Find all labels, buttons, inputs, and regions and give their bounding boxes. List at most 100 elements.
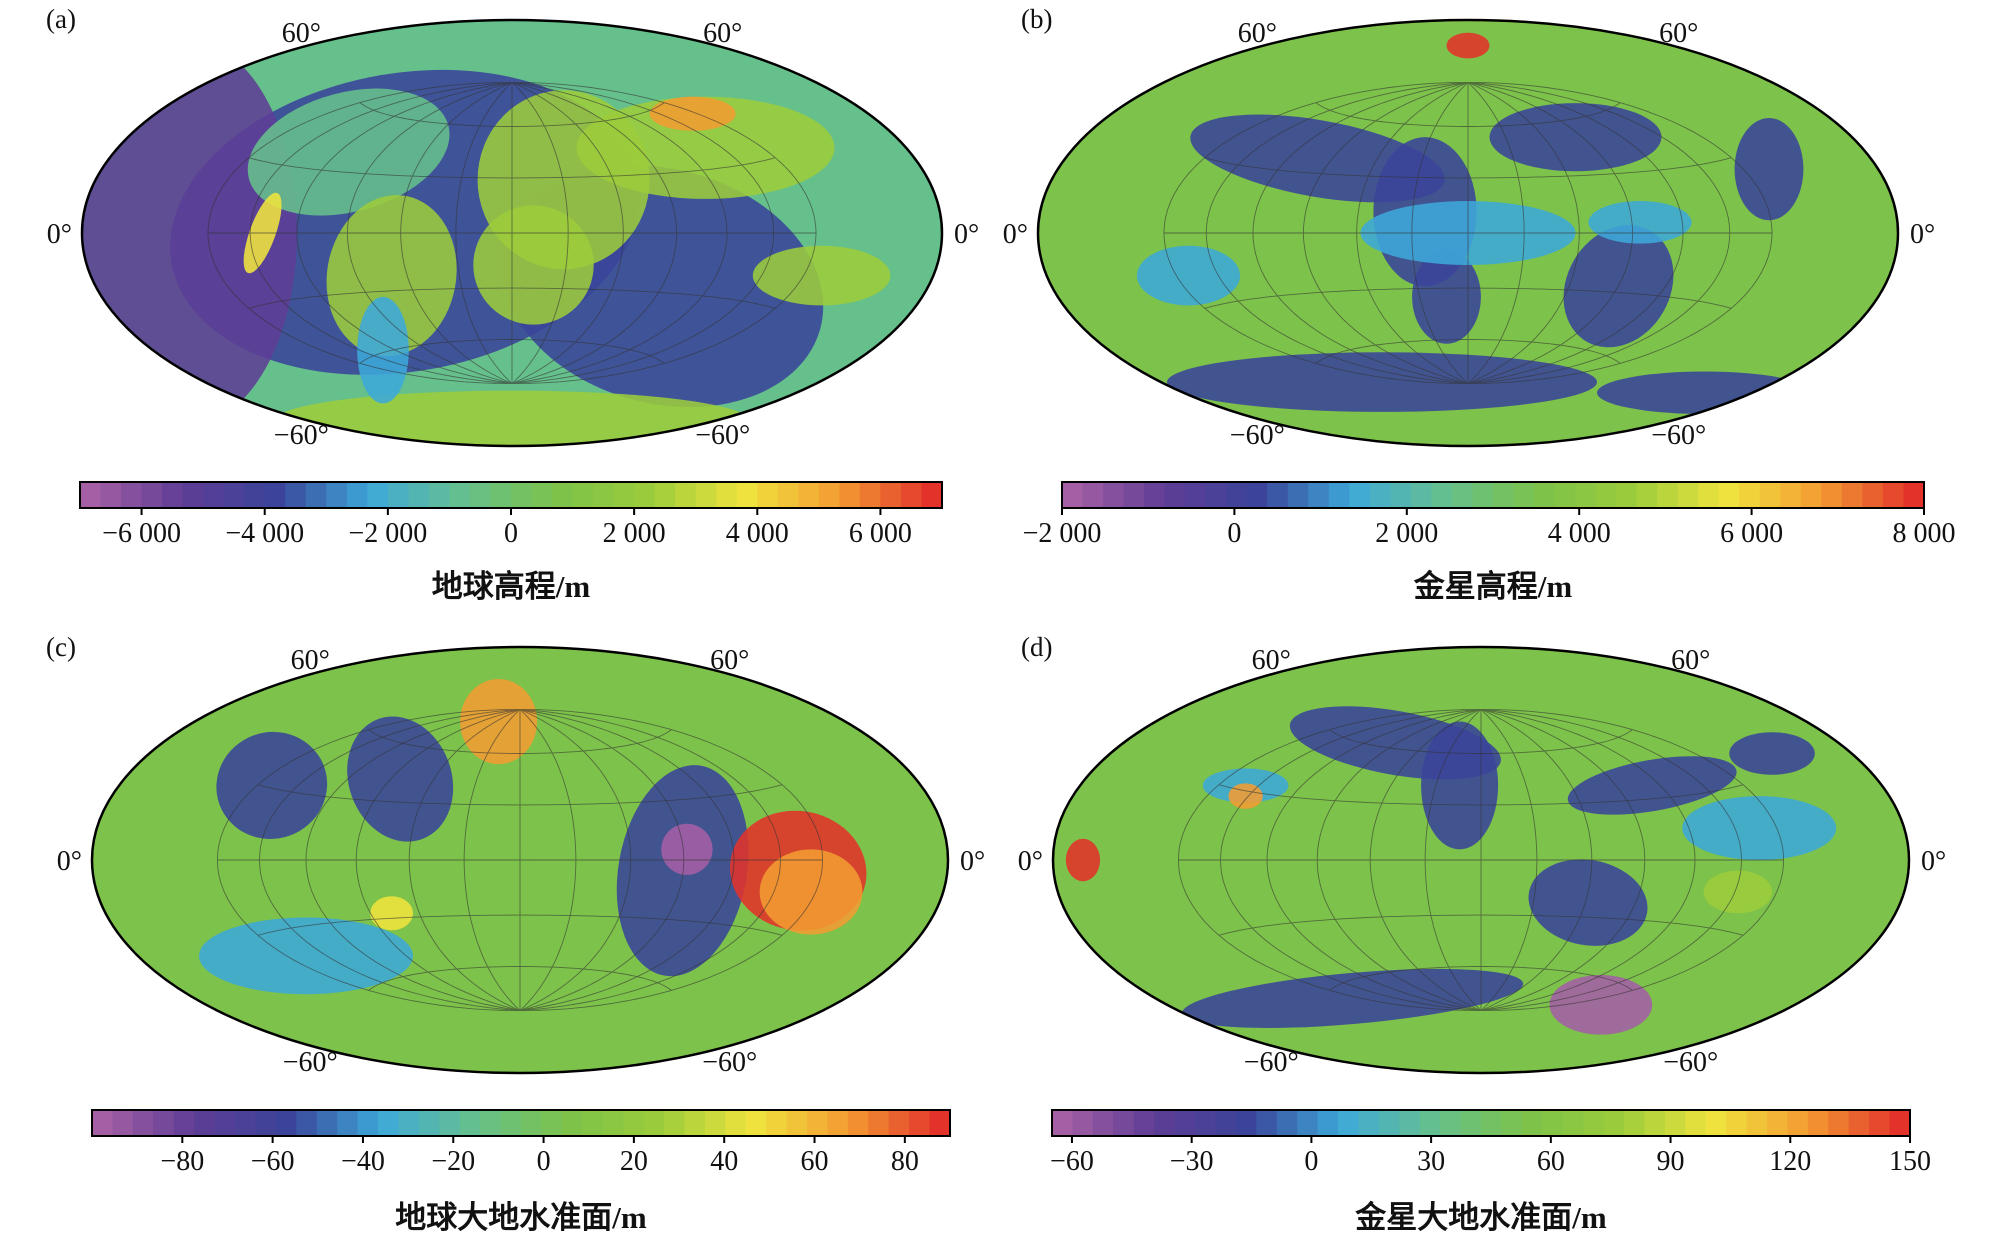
lat-label-60s-left: −60° <box>1230 420 1285 451</box>
colorbar-swatch <box>1103 482 1125 508</box>
colorbar-swatch <box>1841 482 1864 508</box>
colorbar-swatch <box>1113 1110 1135 1136</box>
colorbar-swatch <box>593 482 615 508</box>
colorbar-swatch <box>1276 1110 1298 1136</box>
colorbar-swatch <box>1144 482 1166 508</box>
colorbar-swatch <box>1123 482 1145 508</box>
colorbar-swatch <box>1399 1110 1421 1136</box>
colorbar-swatch <box>305 482 327 508</box>
lat-label-0-right: 0° <box>954 219 979 250</box>
colorbar-swatch <box>1644 1110 1666 1136</box>
colorbar-tick-label: 0 <box>537 1146 551 1177</box>
parallel <box>257 784 783 806</box>
colorbar-swatch <box>203 482 225 508</box>
colorbar-tick-label: −20 <box>431 1146 475 1177</box>
parallel <box>257 914 783 936</box>
colorbar-swatch <box>316 1110 338 1136</box>
parallel <box>1218 784 1744 806</box>
colorbar-swatch <box>1807 1110 1829 1136</box>
panel-a: (a) 60° 60° 0° 0° −60° −60° −6 000 −4 000 −2 000 0… <box>46 4 979 604</box>
map-region <box>661 823 713 875</box>
colorbar-swatch <box>839 482 861 508</box>
colorbar-swatch <box>100 482 122 508</box>
map-region <box>759 849 863 935</box>
colorbar-swatch <box>1062 482 1084 508</box>
colorbar-swatch <box>582 1110 604 1136</box>
colorbar-title: 金星高程/m <box>1413 569 1573 604</box>
colorbar-swatch <box>141 482 163 508</box>
colorbar-tick-label: 20 <box>620 1146 648 1177</box>
lat-label-60n-right: 60° <box>703 18 742 49</box>
colorbar-swatch <box>521 1110 543 1136</box>
colorbar-tick-label: 2 000 <box>1375 518 1438 549</box>
panel-b: (b) 60° 60° 0° 0° −60° −60° −2 000 0 2 000 4 000 6 … <box>1003 4 1956 604</box>
colorbar-swatch <box>1390 482 1412 508</box>
colorbar-swatch <box>346 482 368 508</box>
lat-label-60s-left: −60° <box>283 1047 338 1078</box>
colorbar-swatch <box>695 482 717 508</box>
panel-label: (a) <box>46 4 76 34</box>
colorbar-swatch <box>439 1110 461 1136</box>
colorbar-swatch <box>214 1110 236 1136</box>
colorbar-swatch <box>1174 1110 1196 1136</box>
colorbar-swatch <box>1451 482 1474 508</box>
colorbar-swatch <box>1419 1110 1441 1136</box>
colorbar-tick-label: 0 <box>1304 1146 1318 1177</box>
colorbar-tick-label: −80 <box>160 1146 204 1177</box>
colorbar-swatch <box>1848 1110 1870 1136</box>
colorbar-swatch <box>909 1110 931 1136</box>
colorbar-swatch <box>1575 482 1597 508</box>
colorbar-swatch <box>766 1110 788 1136</box>
map-region <box>1703 870 1773 914</box>
colorbar-swatch <box>1349 482 1371 508</box>
colorbar-swatch <box>1862 482 1884 508</box>
colorbar-swatch <box>223 482 245 508</box>
colorbar-swatch <box>888 1110 910 1136</box>
colorbar-tick-label: 120 <box>1769 1146 1811 1177</box>
colorbar-tick-label: 6 000 <box>849 518 912 549</box>
colorbar-swatch <box>798 482 820 508</box>
colorbar-swatch <box>337 1110 359 1136</box>
colorbar-swatch <box>757 482 779 508</box>
colorbar-d: −60 −30 0 30 60 90 120 150 金星大地水准面/m <box>1050 1109 1931 1233</box>
colorbar-swatch <box>459 1110 481 1136</box>
colorbar-tick-label: 60 <box>801 1146 829 1177</box>
colorbar-swatch <box>1726 1110 1748 1136</box>
colorbar-swatch <box>1869 1110 1891 1136</box>
colorbar-tick-label: 60 <box>1537 1146 1565 1177</box>
map-region <box>1421 721 1499 850</box>
colorbar-swatch <box>541 1110 563 1136</box>
map-region <box>1734 117 1804 221</box>
colorbar-swatch <box>1378 1110 1400 1136</box>
colorbar-swatch <box>1440 1110 1462 1136</box>
colorbar-tick-label: 40 <box>710 1146 738 1177</box>
colorbar-tick-label: −60 <box>251 1146 295 1177</box>
map-region <box>326 195 457 357</box>
colorbar-swatch <box>1308 482 1330 508</box>
colorbar-tick-label: 0 <box>1227 518 1241 549</box>
colorbar-swatch <box>1800 482 1822 508</box>
colorbar-tick-label: −2 000 <box>1023 518 1102 549</box>
colorbar-swatch <box>1828 1110 1850 1136</box>
colorbar-swatch <box>634 482 656 508</box>
lat-label-60n-left: 60° <box>1252 645 1291 676</box>
colorbar-swatch <box>1072 1110 1094 1136</box>
colorbar-swatch <box>1780 482 1802 508</box>
colorbar-swatch <box>408 482 430 508</box>
colorbar-swatch <box>1542 1110 1564 1136</box>
lat-label-60n-right: 60° <box>1671 645 1710 676</box>
colorbar-swatch <box>244 482 266 508</box>
lat-label-60n-right: 60° <box>1659 18 1698 49</box>
colorbar-swatch <box>92 1110 114 1136</box>
colorbar-swatch <box>643 1110 665 1136</box>
map-region <box>1729 732 1815 775</box>
colorbar-swatch <box>255 1110 277 1136</box>
colorbar-swatch <box>153 1110 175 1136</box>
colorbar-swatch <box>80 482 102 508</box>
colorbar-swatch <box>847 1110 869 1136</box>
map-region <box>473 205 594 325</box>
map-d <box>1053 647 1909 1073</box>
lat-label-0-right: 0° <box>1921 846 1946 877</box>
lat-label-0-left: 0° <box>47 219 72 250</box>
colorbar-swatch <box>1739 482 1761 508</box>
